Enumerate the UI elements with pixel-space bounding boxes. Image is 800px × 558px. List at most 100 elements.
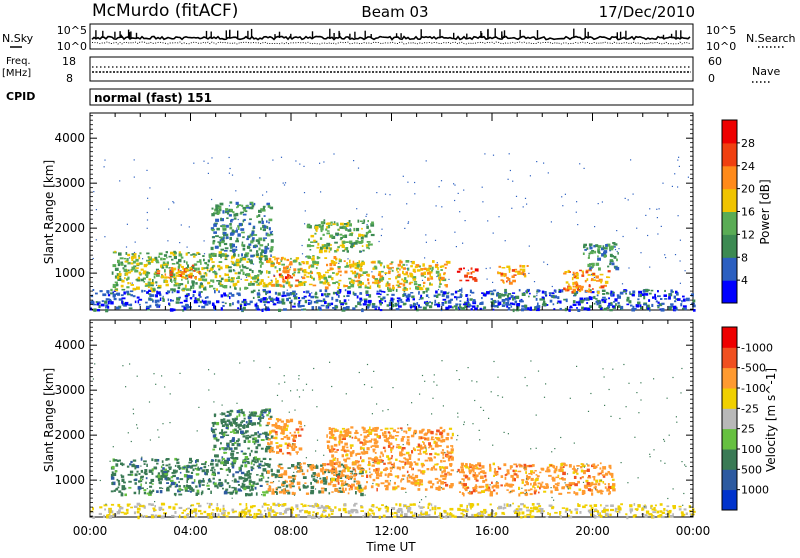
freq-label: Freq.	[6, 56, 31, 67]
scatter-dot	[406, 264, 407, 265]
echo-cell	[484, 511, 486, 514]
echo-cell	[247, 246, 250, 249]
echo-cell	[323, 234, 325, 236]
scatter-dot	[367, 224, 368, 225]
echo-cell	[339, 300, 341, 303]
echo-cell	[533, 506, 537, 509]
echo-cell	[375, 308, 378, 310]
echo-cell	[337, 475, 339, 478]
echo-cell	[462, 509, 465, 511]
scatter-dot	[680, 283, 681, 284]
echo-cell	[459, 280, 462, 282]
colorbar-segment	[722, 120, 737, 143]
echo-cell	[360, 489, 363, 492]
echo-cell	[169, 464, 171, 466]
echo-cell	[156, 272, 160, 274]
echo-cell	[589, 505, 592, 507]
scatter-dot	[208, 173, 209, 174]
echo-cell	[572, 277, 574, 280]
echo-cell	[521, 511, 524, 514]
echo-cell	[407, 477, 409, 480]
echo-cell	[326, 223, 329, 225]
echo-cell	[572, 282, 574, 286]
echo-cell	[418, 444, 420, 447]
echo-cell	[399, 269, 401, 271]
echo-cell	[125, 302, 129, 305]
scatter-dot	[234, 270, 235, 271]
echo-cell	[442, 478, 445, 480]
echo-cell	[171, 300, 174, 302]
echo-cell	[135, 267, 139, 269]
scatter-dot	[271, 280, 272, 281]
echo-cell	[130, 461, 132, 463]
echo-cell	[586, 302, 588, 304]
echo-cell	[445, 267, 447, 269]
echo-cell	[368, 457, 372, 459]
scatter-dot	[231, 246, 232, 247]
echo-cell	[350, 473, 352, 475]
echo-cell	[156, 490, 159, 493]
echo-cell	[319, 289, 321, 292]
echo-cell	[217, 486, 219, 489]
echo-cell	[338, 283, 340, 286]
scatter-dot	[428, 297, 429, 298]
echo-cell	[145, 482, 147, 484]
scatter-dot	[561, 196, 562, 197]
echo-cell	[428, 504, 430, 506]
echo-cell	[448, 300, 452, 303]
echo-cell	[135, 270, 139, 273]
echo-cell	[259, 257, 262, 260]
scatter-dot	[645, 215, 646, 216]
echo-cell	[179, 515, 181, 518]
echo-cell	[536, 291, 538, 293]
echo-cell	[229, 269, 233, 272]
echo-cell	[324, 293, 327, 295]
echo-cell	[380, 264, 382, 267]
echo-cell	[368, 243, 370, 246]
echo-cell	[278, 309, 281, 312]
echo-cell	[224, 243, 227, 245]
echo-cell	[248, 419, 250, 422]
echo-cell	[367, 278, 369, 281]
echo-cell	[211, 261, 214, 263]
echo-cell	[205, 462, 207, 465]
echo-cell	[333, 484, 337, 487]
echo-cell	[333, 474, 336, 476]
scatter-dot	[371, 271, 372, 272]
echo-cell	[287, 274, 290, 277]
echo-cell	[238, 254, 240, 257]
echo-cell	[447, 261, 451, 264]
echo-cell	[388, 441, 390, 445]
echo-cell	[251, 291, 254, 294]
echo-cell	[186, 471, 190, 473]
echo-cell	[265, 433, 267, 436]
echo-cell	[129, 307, 133, 309]
echo-cell	[320, 237, 322, 240]
echo-cell	[152, 288, 155, 290]
echo-cell	[680, 303, 682, 306]
colorbar-tick-label: 4	[741, 274, 748, 287]
echo-cell	[312, 256, 314, 258]
echo-cell	[319, 281, 323, 283]
echo-cell	[589, 247, 592, 250]
echo-cell	[138, 277, 140, 280]
scatter-dot	[251, 259, 252, 260]
echo-cell	[682, 308, 685, 310]
echo-cell	[346, 265, 349, 268]
echo-cell	[293, 294, 296, 297]
echo-cell	[247, 448, 250, 450]
echo-cell	[595, 509, 597, 511]
echo-cell	[474, 514, 477, 517]
echo-cell	[442, 303, 445, 306]
echo-cell	[93, 289, 95, 291]
echo-cell	[146, 271, 148, 273]
echo-cell	[156, 476, 158, 478]
echo-cell	[256, 492, 258, 495]
echo-cell	[253, 505, 255, 507]
echo-cell	[339, 487, 342, 489]
echo-cell	[239, 476, 243, 479]
echo-cell	[118, 263, 120, 266]
echo-cell	[442, 488, 445, 490]
echo-cell	[380, 429, 383, 431]
echo-cell	[400, 427, 403, 429]
